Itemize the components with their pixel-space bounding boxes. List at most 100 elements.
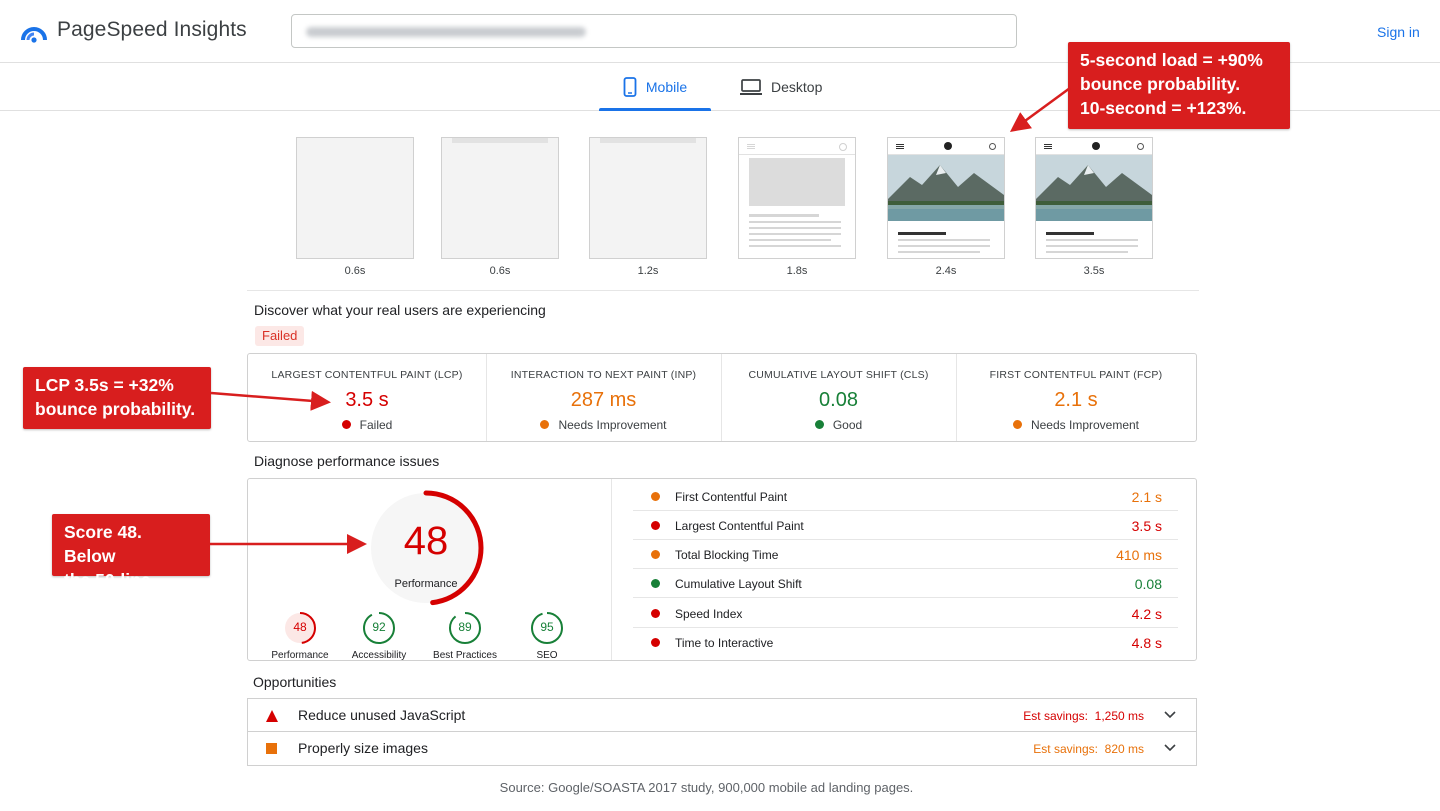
- gauge-arc: [368, 490, 484, 606]
- status-dot-icon: [651, 550, 660, 559]
- status-dot-icon: [1012, 420, 1022, 429]
- performance-gauge[interactable]: 48 Performance: [365, 487, 487, 609]
- filmstrip-frame-2: [441, 137, 559, 259]
- metric-value: 2.1 s: [1054, 389, 1098, 411]
- metric-value: 3.5 s: [345, 389, 389, 411]
- opportunity-row[interactable]: Properly size images Est savings: 820 ms: [247, 732, 1197, 766]
- app-title: PageSpeed Insights: [57, 18, 247, 41]
- callout-load-time: 5-second load = +90% bounce probability.…: [1068, 42, 1290, 129]
- tab-desktop-label: Desktop: [771, 78, 823, 95]
- opportunity-row[interactable]: Reduce unused JavaScript Est savings: 1,…: [247, 698, 1197, 732]
- lab-metric-row: Cumulative Layout Shift 0.08: [633, 568, 1178, 598]
- callout-score: Score 48. Below the 50-line.: [52, 514, 210, 590]
- field-data-title: Discover what your real users are experi…: [254, 302, 546, 318]
- tab-desktop[interactable]: Desktop: [740, 63, 850, 110]
- filmstrip-time: 3.5s: [1083, 265, 1105, 277]
- score-ring: [284, 612, 316, 644]
- category-score-accessibility[interactable]: 92 Accessibility: [339, 611, 419, 661]
- lab-metric-label: Total Blocking Time: [675, 548, 779, 562]
- status-dot-icon: [651, 579, 660, 588]
- filmstrip-frame-4: [738, 137, 856, 259]
- orange-square-icon: [266, 743, 277, 754]
- filmstrip-frame-5: [887, 137, 1005, 259]
- category-score-best-practices[interactable]: 89 Best Practices: [425, 611, 505, 661]
- metric-label: FIRST CONTENTFUL PAINT (FCP): [989, 369, 1163, 381]
- lab-metric-label: Cumulative Layout Shift: [675, 577, 802, 591]
- metric-label: INTERACTION TO NEXT PAINT (INP): [510, 369, 697, 381]
- metric-value: 0.08: [819, 389, 858, 411]
- filmstrip-time: 1.2s: [637, 265, 659, 277]
- score-ring: [531, 612, 563, 644]
- metric-status: Needs Improvement: [486, 418, 721, 432]
- callout-lcp: LCP 3.5s = +32% bounce probability.: [23, 367, 211, 429]
- lab-metric-label: Time to Interactive: [675, 636, 774, 650]
- landscape-image: [888, 155, 1004, 221]
- lab-metric-row: Time to Interactive 4.8 s: [633, 627, 1178, 656]
- score-ring: [363, 612, 395, 644]
- filmstrip-time: 1.8s: [786, 265, 808, 277]
- opportunities-title: Opportunities: [253, 674, 337, 690]
- opportunity-savings: Est savings: 820 ms: [1033, 742, 1144, 756]
- metric-status: Failed: [248, 418, 486, 432]
- pagespeed-logo-icon: [21, 27, 47, 43]
- metric-fcp[interactable]: FIRST CONTENTFUL PAINT (FCP) 2.1 s Needs…: [956, 354, 1196, 441]
- lab-metric-value: 2.1 s: [1131, 489, 1162, 505]
- status-dot-icon: [651, 492, 660, 501]
- filmstrip-time: 0.6s: [489, 265, 511, 277]
- opportunity-savings: Est savings: 1,250 ms: [1023, 709, 1144, 723]
- lab-metric-value: 4.2 s: [1131, 606, 1162, 622]
- lab-metric-row: Speed Index 4.2 s: [633, 598, 1178, 628]
- sign-in-link[interactable]: Sign in: [1377, 24, 1420, 40]
- landscape-image: [1036, 155, 1152, 221]
- metric-inp[interactable]: INTERACTION TO NEXT PAINT (INP) 287 ms N…: [486, 354, 721, 441]
- chevron-down-icon[interactable]: [1164, 711, 1176, 719]
- divider: [247, 290, 1199, 291]
- metric-status: Needs Improvement: [956, 418, 1196, 432]
- field-metrics-card: LARGEST CONTENTFUL PAINT (LCP) 3.5 s Fai…: [247, 353, 1197, 442]
- category-score-value: 95: [540, 620, 554, 634]
- filmstrip-frame-3: [589, 137, 707, 259]
- lab-metric-row: Total Blocking Time 410 ms: [633, 539, 1178, 569]
- category-score-value: 89: [458, 620, 472, 634]
- category-score-performance[interactable]: 48 Performance: [260, 611, 340, 661]
- lab-metric-value: 0.08: [1134, 576, 1162, 592]
- tab-mobile-label: Mobile: [645, 78, 688, 95]
- url-value-blurred: [306, 27, 586, 37]
- chevron-down-icon[interactable]: [1164, 744, 1176, 752]
- lab-metric-row: First Contentful Paint 2.1 s: [633, 481, 1178, 511]
- status-dot-icon: [651, 521, 660, 530]
- tab-mobile[interactable]: Mobile: [599, 63, 711, 111]
- metric-value: 287 ms: [570, 389, 637, 411]
- metric-label: LARGEST CONTENTFUL PAINT (LCP): [271, 369, 463, 381]
- lab-metric-value: 4.8 s: [1131, 635, 1162, 651]
- lab-metric-label: Largest Contentful Paint: [675, 519, 804, 533]
- filmstrip-time: 0.6s: [344, 265, 366, 277]
- diagnose-card: 48 Performance 48 Performance 92 Accessi…: [247, 478, 1197, 661]
- diagnose-title: Diagnose performance issues: [254, 453, 440, 469]
- category-score-value: 92: [372, 620, 386, 634]
- metric-status: Good: [721, 418, 956, 432]
- device-tabs: Mobile Desktop: [0, 63, 1440, 111]
- metric-label: CUMULATIVE LAYOUT SHIFT (CLS): [748, 369, 929, 381]
- metric-lcp[interactable]: LARGEST CONTENTFUL PAINT (LCP) 3.5 s Fai…: [248, 354, 486, 441]
- category-label: SEO: [536, 650, 558, 661]
- category-score-value: 48: [293, 620, 307, 634]
- filmstrip-time: 2.4s: [935, 265, 957, 277]
- category-label: Accessibility: [351, 650, 407, 661]
- source-note: Source: Google/SOASTA 2017 study, 900,00…: [499, 780, 914, 795]
- status-dot-icon: [540, 420, 550, 429]
- filmstrip-frame-6: [1035, 137, 1153, 259]
- score-ring: [449, 612, 481, 644]
- top-bar: PageSpeed Insights Sign in: [0, 0, 1440, 63]
- opportunity-label: Reduce unused JavaScript: [298, 707, 466, 723]
- status-dot-icon: [651, 609, 660, 618]
- category-score-seo[interactable]: 95 SEO: [507, 611, 587, 661]
- performance-score: 48: [403, 519, 449, 563]
- filmstrip-frame-1: [296, 137, 414, 259]
- metric-cls[interactable]: CUMULATIVE LAYOUT SHIFT (CLS) 0.08 Good: [721, 354, 956, 441]
- red-triangle-icon: [266, 710, 278, 722]
- assessment-badge: Failed: [255, 326, 305, 346]
- lab-metric-label: Speed Index: [675, 607, 743, 621]
- opportunity-label: Properly size images: [298, 740, 428, 756]
- url-input[interactable]: [291, 14, 1017, 48]
